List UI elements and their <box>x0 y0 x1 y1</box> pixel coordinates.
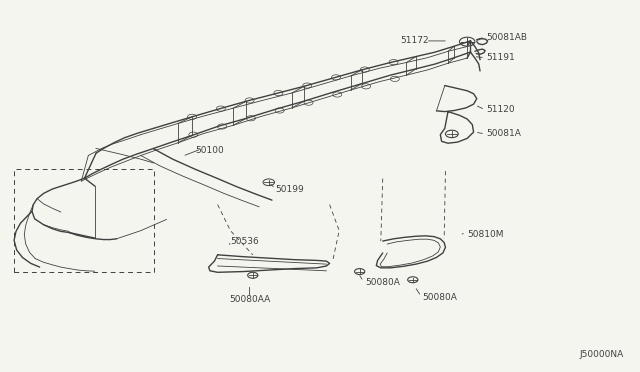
Text: 50810M: 50810M <box>467 230 504 239</box>
Text: 50080A: 50080A <box>365 278 399 287</box>
Text: 51120: 51120 <box>486 105 515 114</box>
Text: 50081AB: 50081AB <box>486 33 527 42</box>
Text: 50080A: 50080A <box>422 293 457 302</box>
Text: 50080AA: 50080AA <box>229 295 270 304</box>
Text: 51191: 51191 <box>486 53 515 62</box>
Text: J50000NA: J50000NA <box>580 350 624 359</box>
Text: 50199: 50199 <box>275 185 304 194</box>
Text: 50536: 50536 <box>230 237 259 246</box>
Text: 51172: 51172 <box>400 36 429 45</box>
Text: 50081A: 50081A <box>486 129 521 138</box>
Text: 50100: 50100 <box>195 146 224 155</box>
